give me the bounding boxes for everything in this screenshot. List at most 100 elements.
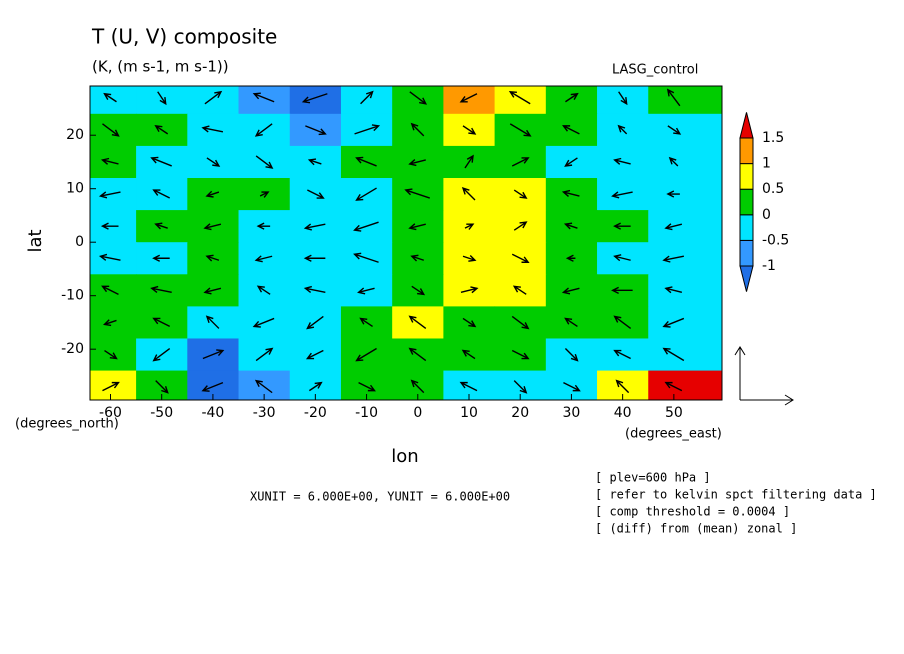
colorbar-label: 0 (762, 207, 771, 223)
wind-vector (613, 157, 631, 165)
wind-vector (462, 125, 477, 135)
wind-vector (613, 254, 631, 262)
wind-vector (157, 91, 167, 106)
x-axis-label: lon (391, 446, 418, 467)
field-cell (597, 86, 649, 115)
wind-vector (259, 191, 270, 198)
field-cell (648, 370, 722, 400)
wind-vector (98, 253, 121, 261)
wind-vector (201, 381, 224, 392)
wind-vector (408, 159, 426, 167)
colorbar-label: 0.5 (762, 181, 784, 197)
wind-vector (562, 125, 580, 135)
wind-vector (254, 255, 273, 263)
vector-layer (98, 88, 685, 394)
wind-vector (667, 125, 682, 135)
wind-vector (565, 92, 579, 103)
colorbar-label: 1.5 (762, 130, 784, 146)
wind-vector (308, 381, 323, 392)
colorbar-swatch (739, 188, 754, 216)
wind-vector (408, 347, 427, 362)
wind-vector (513, 189, 528, 199)
field-cell (187, 86, 240, 115)
wind-vector (358, 382, 376, 392)
y-tick-label: 10 (66, 181, 84, 197)
wind-vector (666, 190, 680, 198)
wind-vector (252, 92, 275, 103)
colorbar-label: 1 (762, 156, 771, 172)
wind-vector (303, 223, 326, 231)
chart-title: T (U, V) composite (91, 25, 277, 49)
note: [ comp threshold = 0.0004 ] (595, 505, 790, 519)
wind-vector (564, 157, 578, 167)
wind-vector (563, 382, 581, 392)
colorbar-swatch (739, 163, 754, 190)
wind-vector (618, 91, 628, 106)
wind-vector (511, 349, 530, 360)
x-tick-label: -20 (304, 405, 327, 421)
wind-vector (664, 223, 683, 231)
ref-arrow-x (740, 394, 794, 406)
wind-vector (202, 349, 225, 360)
wind-vector (205, 254, 220, 262)
wind-vector (410, 254, 425, 262)
wind-vector (306, 315, 324, 330)
wind-vector (613, 315, 632, 329)
wind-vector (307, 158, 322, 166)
wind-vector (410, 122, 425, 137)
wind-vector (152, 189, 171, 199)
vector-units: XUNIT = 6.000E+00, YUNIT = 6.000E+00 (250, 490, 510, 504)
colorbar-label: -1 (762, 258, 776, 274)
colorbar-swatch (739, 137, 754, 165)
ref-arrow-y (734, 346, 746, 400)
wind-vector (152, 317, 171, 328)
field-cell (648, 274, 722, 307)
field-cell (648, 145, 722, 179)
reference-vector (734, 346, 794, 406)
wind-vector (408, 315, 427, 329)
field-cell (545, 86, 598, 115)
wind-vector (461, 349, 476, 360)
wind-vector (409, 91, 428, 105)
field-cell (648, 210, 722, 243)
wind-vector (307, 189, 325, 199)
wind-vector (205, 315, 220, 329)
wind-vector (305, 125, 327, 136)
wind-vector (666, 88, 681, 107)
wind-vector (103, 319, 117, 327)
field-cell (136, 86, 188, 115)
wind-vector (150, 156, 172, 167)
field-cell (648, 242, 722, 275)
note: [ (diff) from (mean) zonal ] (595, 522, 797, 536)
wind-vector (561, 287, 580, 295)
colorbar-swatch (739, 112, 754, 139)
wind-vector (662, 255, 684, 263)
field-cell (238, 86, 291, 115)
wind-vector (563, 222, 578, 230)
wind-vector (611, 191, 633, 199)
colorbar: -1 -0.5 0 0.5 1 1.5 (739, 112, 789, 292)
wind-vector (617, 124, 628, 135)
wind-vector (462, 255, 477, 262)
wind-vector (255, 347, 274, 362)
wind-vector (152, 254, 170, 262)
field-cell (648, 338, 722, 372)
y-axis-label: lat (25, 229, 46, 252)
chart-subtitle: (K, (m s-1, m s-1)) (92, 58, 229, 76)
field-cell (648, 86, 722, 115)
wind-vector (513, 380, 528, 394)
x-tick-label: -60 (99, 405, 122, 421)
wind-vector (206, 157, 221, 167)
wind-vector (101, 285, 119, 295)
x-tick-label: 40 (614, 405, 632, 421)
wind-vector (355, 156, 377, 167)
field-cell (340, 86, 393, 115)
wind-vector (201, 125, 224, 133)
wind-vector (459, 381, 478, 392)
wind-vector (152, 347, 171, 362)
wind-vector (98, 191, 121, 199)
wind-vector (511, 253, 530, 263)
wind-vector (256, 222, 271, 230)
wind-vector (255, 155, 274, 169)
